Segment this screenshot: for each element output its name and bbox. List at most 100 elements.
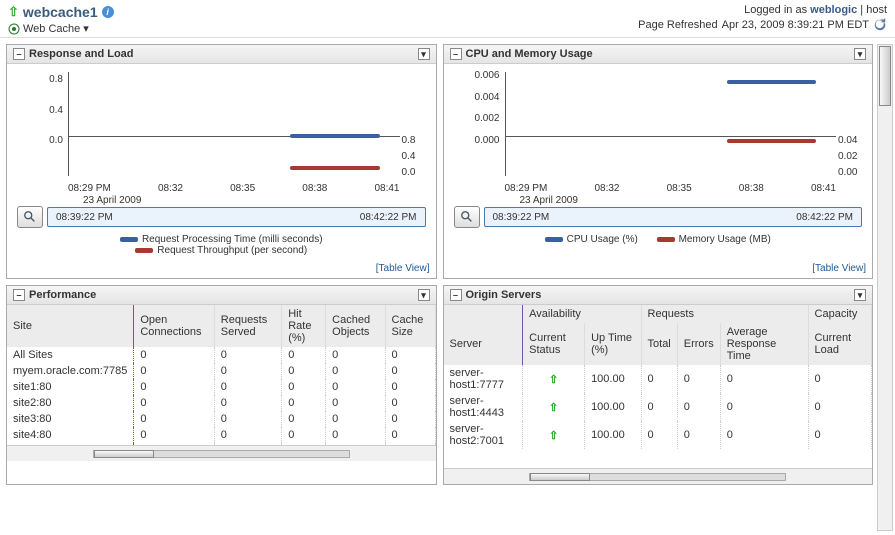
- cell: 0: [385, 363, 435, 379]
- refresh-prefix: Page Refreshed: [638, 19, 718, 31]
- cell: 0: [282, 379, 326, 395]
- column-header[interactable]: Average Response Time: [720, 323, 808, 365]
- table-row[interactable]: site2:8000000: [7, 395, 435, 411]
- cell: 0: [134, 379, 214, 395]
- status-up-icon: ⇧: [549, 429, 558, 442]
- cell: 100.00: [585, 365, 641, 393]
- column-header[interactable]: Total: [641, 323, 677, 365]
- table-row[interactable]: site5:8000000: [7, 443, 435, 445]
- info-icon[interactable]: i: [102, 6, 114, 18]
- chart-plot: [68, 72, 400, 176]
- cell: server-host2:7001: [444, 421, 523, 449]
- horizontal-scrollbar[interactable]: [444, 468, 873, 484]
- cell: ⇧: [523, 393, 585, 421]
- cell: All Sites: [7, 347, 134, 363]
- panel-title: Origin Servers: [466, 289, 542, 301]
- cell: 0: [808, 393, 871, 421]
- cell: 100.00: [585, 393, 641, 421]
- page-vertical-scrollbar[interactable]: [877, 44, 893, 531]
- collapse-icon[interactable]: –: [450, 48, 462, 60]
- table-view-link[interactable]: [Table View]: [812, 263, 866, 274]
- table-row[interactable]: site3:8000000: [7, 411, 435, 427]
- login-info: Logged in as weblogic | host: [638, 4, 887, 16]
- cell: server-host1:7777: [444, 365, 523, 393]
- panel-menu-icon[interactable]: ▾: [854, 289, 866, 301]
- cell: 0: [214, 379, 281, 395]
- table-row[interactable]: myem.oracle.com:778500000: [7, 363, 435, 379]
- cell: 0: [385, 411, 435, 427]
- table-view-link[interactable]: [Table View]: [376, 263, 430, 274]
- column-header[interactable]: Current Load: [808, 323, 871, 365]
- page-header: ⇧ webcache1 i Web Cache ▾ Logged in as w…: [0, 0, 895, 38]
- cell: site3:80: [7, 411, 134, 427]
- cell: 0: [134, 427, 214, 443]
- panel-title: CPU and Memory Usage: [466, 48, 593, 60]
- cell: 0: [641, 421, 677, 449]
- cell: 0: [282, 427, 326, 443]
- panel-menu-icon[interactable]: ▾: [854, 48, 866, 60]
- cell: ⇧: [523, 421, 585, 449]
- table-row[interactable]: server-host2:7001⇧100.000000: [444, 421, 872, 449]
- table-row[interactable]: server-host1:4443⇧100.000000: [444, 393, 872, 421]
- group-header: Availability: [523, 305, 641, 323]
- web-cache-menu-label: Web Cache: [23, 23, 80, 35]
- cell: 0: [808, 421, 871, 449]
- cell: 0: [214, 443, 281, 445]
- response-load-panel: –Response and Load ▾ 0.80.40.0 0.80.40.0…: [6, 44, 437, 279]
- cell: 0: [282, 347, 326, 363]
- column-header[interactable]: Requests Served: [214, 305, 281, 347]
- title-row: ⇧ webcache1 i: [8, 4, 114, 20]
- cell: 0: [385, 427, 435, 443]
- group-header: Requests: [641, 305, 808, 323]
- origin-servers-table: AvailabilityRequestsCapacity ServerCurre…: [444, 305, 873, 449]
- horizontal-scrollbar[interactable]: [7, 445, 436, 461]
- table-row[interactable]: site1:8000000: [7, 379, 435, 395]
- table-row[interactable]: server-host1:7777⇧100.000000: [444, 365, 872, 393]
- performance-table-scroll[interactable]: SiteOpen ConnectionsRequests ServedHit R…: [7, 305, 436, 445]
- cell: 0: [808, 365, 871, 393]
- cell: 0: [214, 411, 281, 427]
- cpu-memory-panel: –CPU and Memory Usage ▾ 0.0060.0040.0020…: [443, 44, 874, 279]
- column-header[interactable]: Up Time (%): [585, 323, 641, 365]
- column-header[interactable]: Current Status: [523, 323, 585, 365]
- chart-legend: Request Processing Time (milli seconds) …: [13, 234, 430, 256]
- time-range-slider[interactable]: 08:39:22 PM 08:42:22 PM: [47, 207, 426, 227]
- refresh-icon[interactable]: [873, 18, 887, 32]
- cell: 0: [326, 379, 385, 395]
- zoom-button[interactable]: [454, 206, 480, 228]
- cell: 0: [214, 347, 281, 363]
- collapse-icon[interactable]: –: [13, 48, 25, 60]
- column-header[interactable]: Cache Size: [385, 305, 435, 347]
- collapse-icon[interactable]: –: [450, 289, 462, 301]
- collapse-icon[interactable]: –: [13, 289, 25, 301]
- table-row[interactable]: All Sites00000: [7, 347, 435, 363]
- refresh-time: Apr 23, 2009 8:39:21 PM EDT: [722, 19, 869, 31]
- column-header[interactable]: Errors: [677, 323, 720, 365]
- column-header[interactable]: Open Connections: [134, 305, 214, 347]
- table-row[interactable]: site4:8000000: [7, 427, 435, 443]
- cell: 0: [641, 365, 677, 393]
- cell: 0: [326, 363, 385, 379]
- cell: 0: [326, 395, 385, 411]
- status-up-icon: ⇧: [549, 401, 558, 414]
- cell: 0: [720, 365, 808, 393]
- cell: 0: [282, 363, 326, 379]
- panel-menu-icon[interactable]: ▾: [418, 48, 430, 60]
- column-header[interactable]: Server: [444, 323, 523, 365]
- time-range-slider[interactable]: 08:39:22 PM 08:42:22 PM: [484, 207, 863, 227]
- web-cache-menu[interactable]: Web Cache ▾: [8, 22, 114, 35]
- cell: 0: [720, 421, 808, 449]
- cell: server-host1:4443: [444, 393, 523, 421]
- zoom-button[interactable]: [17, 206, 43, 228]
- column-header[interactable]: Site: [7, 305, 134, 347]
- time-to: 08:42:22 PM: [796, 212, 853, 223]
- column-header[interactable]: Cached Objects: [326, 305, 385, 347]
- legend-label: CPU Usage (%): [567, 234, 638, 245]
- chart-legend: CPU Usage (%) Memory Usage (MB): [450, 234, 867, 245]
- cell: 0: [385, 395, 435, 411]
- panel-menu-icon[interactable]: ▾: [418, 289, 430, 301]
- origin-servers-panel: –Origin Servers ▾ AvailabilityRequestsCa…: [443, 285, 874, 485]
- cell: 0: [282, 443, 326, 445]
- column-header[interactable]: Hit Rate (%): [282, 305, 326, 347]
- legend-label: Request Processing Time (milli seconds): [142, 234, 323, 245]
